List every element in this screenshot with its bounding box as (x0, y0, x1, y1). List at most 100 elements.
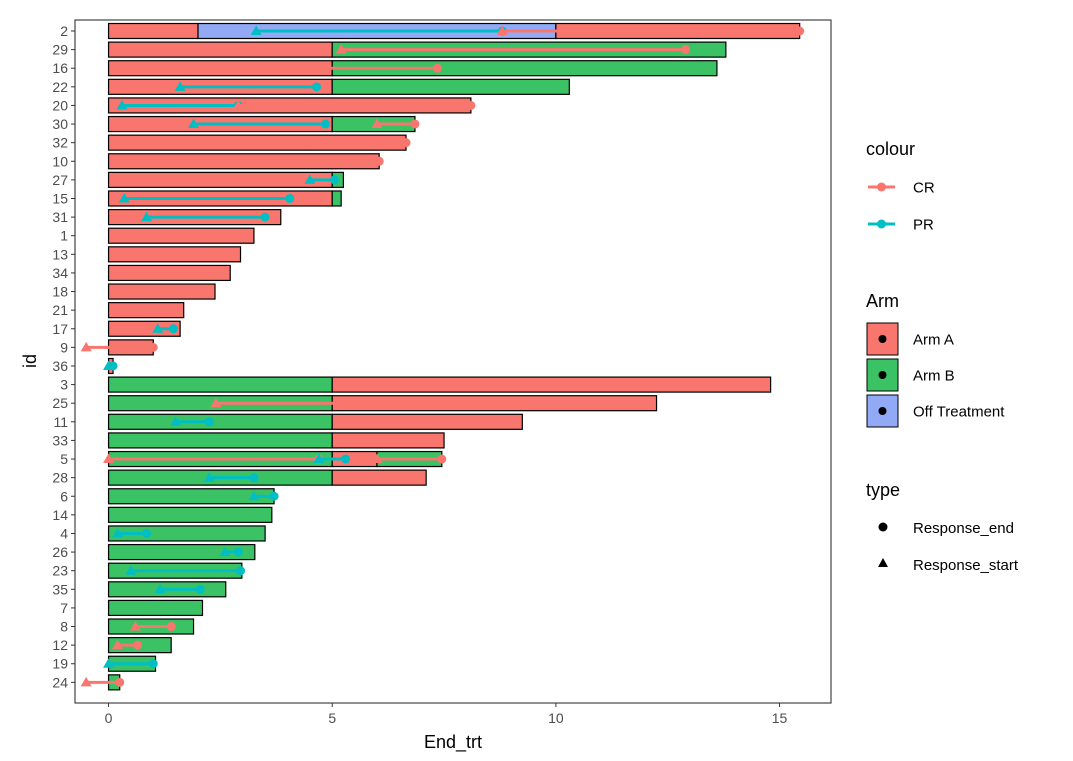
y-tick-label-8: 8 (60, 619, 68, 635)
legend-triangle-icon (878, 558, 888, 567)
responses-layer (80, 25, 805, 687)
legend-key-cr: CR (868, 180, 935, 197)
response-start-marker-12-0 (111, 639, 123, 650)
y-tick-label-17: 17 (52, 321, 68, 337)
legend-colour: colour CR PR (866, 139, 935, 234)
response-start-marker-27-0 (304, 174, 316, 184)
bar-segment-22-1 (331, 78, 570, 95)
x-axis: 0 5 10 15 (105, 703, 788, 726)
legend-pr-label: PR (913, 217, 934, 234)
bar-segment-14-0 (107, 506, 273, 523)
y-tick-label-25: 25 (52, 395, 68, 411)
legend-arm-title: Arm (866, 291, 899, 311)
y-tick-label-2: 2 (60, 23, 68, 39)
y-tick-label-32: 32 (52, 135, 68, 151)
response-start-marker-30-0 (188, 118, 200, 129)
bar-segment-11-0 (107, 413, 333, 430)
legend-arm-a-swatch (866, 322, 899, 356)
bar-segment-15-1 (331, 190, 342, 207)
legend-arm: Arm Arm A Arm B Off Treatment (866, 291, 1005, 428)
response-end-marker-6-0 (269, 491, 279, 501)
response-end-marker-29-0 (681, 45, 691, 55)
y-tick-label-21: 21 (52, 302, 68, 318)
legend-key-arm-a: Arm A (866, 322, 954, 356)
response-end-marker-17-0 (168, 324, 178, 334)
y-tick-label-20: 20 (52, 97, 68, 113)
y-tick-label-24: 24 (52, 674, 68, 690)
response-end-marker-31-0 (260, 212, 270, 222)
y-tick-label-10: 10 (52, 153, 68, 169)
y-tick-label-28: 28 (52, 470, 68, 486)
y-tick-label-3: 3 (60, 377, 68, 393)
response-end-marker-22-0 (312, 82, 322, 92)
bar-segment-1-0 (107, 227, 255, 244)
legend-key-response-end: Response_end (878, 520, 1014, 537)
response-end-marker-28-0 (249, 473, 259, 483)
x-tick-label-10: 10 (548, 710, 564, 726)
legend-type: type Response_end Response_start (866, 480, 1019, 574)
response-start-marker-20-0 (116, 99, 128, 110)
response-end-marker-24-0 (115, 677, 125, 687)
y-tick-label-31: 31 (52, 209, 68, 225)
y-tick-label-26: 26 (52, 544, 68, 560)
bar-segment-6-0 (107, 488, 275, 505)
legend-pr-dot (877, 219, 886, 229)
y-tick-label-23: 23 (52, 563, 68, 579)
response-start-marker-28-0 (203, 472, 215, 482)
y-tick-label-34: 34 (52, 265, 68, 281)
response-end-marker-30-1 (410, 119, 420, 129)
response-end-marker-5-2 (437, 454, 447, 464)
legend-cr-dot (877, 182, 886, 192)
response-end-marker-19-0 (148, 659, 158, 669)
legend-key-response-start: Response_start (878, 557, 1019, 574)
legend-off-treatment-label: Off Treatment (913, 404, 1005, 421)
response-start-marker-35-0 (154, 583, 166, 594)
bar-segment-33-1 (331, 432, 445, 449)
response-start-marker-9-0 (80, 341, 92, 352)
bar-segment-27-0 (107, 171, 333, 188)
y-axis: 2291622203032102715311133418211793632511… (52, 23, 75, 690)
response-end-marker-34-0 (206, 268, 216, 278)
response-end-marker-9-0 (148, 342, 158, 352)
y-tick-label-1: 1 (60, 228, 68, 244)
y-tick-label-29: 29 (52, 42, 68, 58)
response-end-marker-8-0 (166, 622, 176, 632)
legend-cr-label: CR (913, 180, 935, 197)
legend-off-treatment-dot (878, 407, 887, 415)
response-start-marker-31-0 (141, 211, 153, 222)
legend-circle-icon (878, 522, 888, 532)
legend-response-end-label: Response_end (913, 520, 1014, 537)
legend-arm-a-label: Arm A (913, 332, 954, 349)
x-tick-label-15: 15 (772, 710, 788, 726)
response-end-marker-36-0 (108, 361, 118, 371)
y-tick-label-27: 27 (52, 172, 68, 188)
y-tick-label-7: 7 (60, 600, 68, 616)
y-tick-label-19: 19 (52, 656, 68, 672)
response-start-marker-2-1 (496, 25, 508, 35)
legend-key-pr: PR (868, 217, 934, 234)
legend-arm-b-label: Arm B (913, 368, 955, 385)
bar-segment-2-0 (107, 22, 199, 40)
response-start-marker-16-0 (304, 62, 316, 73)
response-start-marker-8-0 (129, 621, 141, 631)
response-start-marker-24-0 (80, 676, 92, 687)
response-start-marker-23-0 (125, 565, 137, 575)
y-tick-label-16: 16 (52, 60, 68, 76)
y-axis-title: id (20, 354, 40, 368)
bar-segment-29-0 (107, 41, 333, 58)
bar-segment-3-1 (331, 376, 772, 393)
y-tick-label-6: 6 (60, 488, 68, 504)
bar-segment-3-0 (107, 376, 333, 393)
response-end-marker-12-0 (133, 640, 143, 650)
response-start-marker-25-0 (210, 397, 222, 408)
response-end-marker-32-0 (401, 138, 411, 148)
response-start-marker-4-0 (111, 527, 123, 538)
y-tick-label-30: 30 (52, 116, 68, 132)
y-tick-label-22: 22 (52, 79, 68, 95)
bar-segment-7-0 (107, 599, 204, 617)
response-start-marker-5-0 (103, 453, 115, 464)
response-start-marker-32-0 (304, 137, 316, 147)
response-start-marker-30-1 (371, 118, 383, 129)
response-end-marker-26-0 (233, 547, 243, 557)
